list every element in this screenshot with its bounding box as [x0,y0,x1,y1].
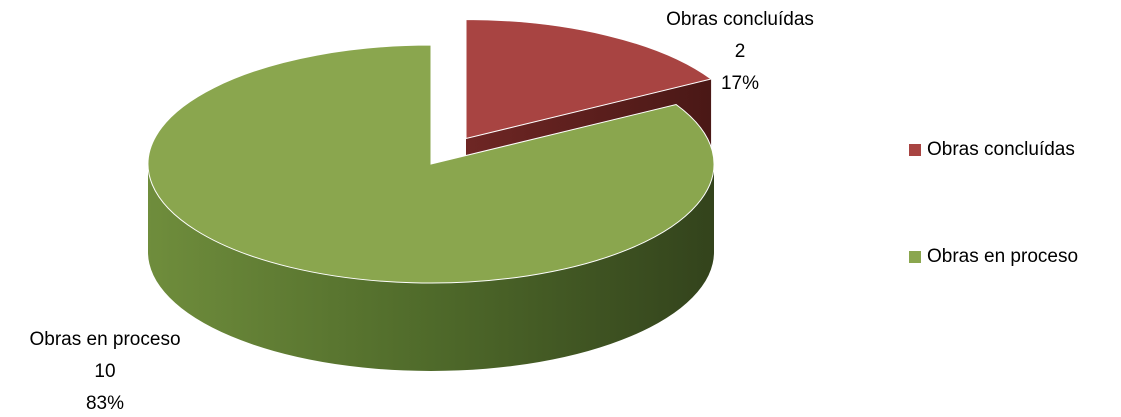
data-label-value: 10 [94,361,115,382]
data-label-name: Obras concluídas [666,9,814,30]
data-label-percent: 83% [86,393,124,414]
legend-label: Obras concluídas [927,139,1075,160]
slice-wall [148,164,714,371]
data-label-value: 2 [735,41,746,62]
slice [465,19,713,140]
data-label-name: Obras en proceso [29,329,180,350]
legend-swatch [909,144,921,156]
slice [147,44,715,284]
legend-label: Obras en proceso [927,246,1078,267]
legend-swatch [909,251,921,263]
data-label-percent: 17% [721,73,759,94]
